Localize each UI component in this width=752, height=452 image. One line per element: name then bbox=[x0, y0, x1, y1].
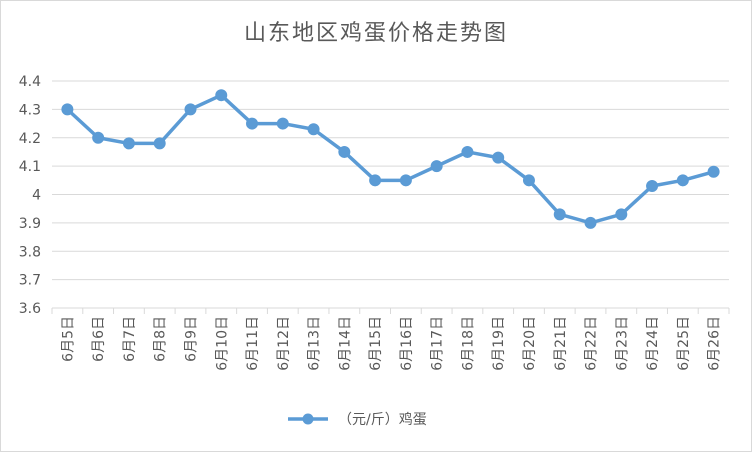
y-tick-label: 3.8 bbox=[19, 244, 41, 260]
y-tick-label: 4.2 bbox=[19, 131, 41, 147]
x-tick-label: 6月19日 bbox=[491, 316, 507, 371]
chart-title: 山东地区鸡蛋价格走势图 bbox=[243, 21, 508, 46]
data-point bbox=[369, 174, 382, 187]
x-tick-label: 6月13日 bbox=[307, 316, 323, 371]
data-point bbox=[522, 174, 535, 187]
series-line bbox=[66, 93, 715, 225]
x-tick-label: 6月12日 bbox=[276, 316, 292, 371]
x-tick-label: 6月10日 bbox=[214, 316, 230, 371]
data-point bbox=[307, 123, 320, 136]
data-point bbox=[215, 89, 228, 102]
data-point bbox=[184, 103, 197, 116]
x-tick-label: 6月15日 bbox=[368, 316, 384, 371]
y-tick-label: 4.3 bbox=[19, 102, 41, 118]
x-tick-label: 6月8日 bbox=[153, 316, 169, 362]
x-tick-label: 6月11日 bbox=[245, 316, 261, 371]
y-tick-label: 3.7 bbox=[19, 273, 41, 289]
x-tick-label: 6月18日 bbox=[460, 316, 476, 371]
legend-series-label: （元/斤）鸡蛋 bbox=[338, 412, 427, 428]
data-point bbox=[153, 137, 166, 150]
x-tick-label: 6月17日 bbox=[430, 316, 446, 371]
y-tick-label: 4.1 bbox=[19, 159, 41, 175]
data-point bbox=[246, 117, 259, 130]
data-point bbox=[553, 208, 566, 221]
data-point bbox=[584, 216, 597, 229]
data-point bbox=[676, 174, 689, 187]
x-tick-label: 6月25日 bbox=[676, 316, 692, 371]
data-point bbox=[461, 145, 474, 158]
y-tick-label: 3.6 bbox=[19, 301, 41, 317]
data-point bbox=[276, 117, 289, 130]
y-tick-label: 4.4 bbox=[19, 74, 41, 90]
x-tick-label: 6月9日 bbox=[183, 316, 199, 362]
x-tick-label: 6月16日 bbox=[399, 316, 415, 371]
x-tick-label: 6月22日 bbox=[584, 316, 600, 371]
data-point bbox=[399, 174, 412, 187]
data-point bbox=[707, 165, 720, 178]
legend-line-marker-icon bbox=[288, 413, 328, 425]
data-point bbox=[492, 151, 505, 164]
data-point bbox=[61, 103, 74, 116]
data-point bbox=[646, 179, 659, 192]
data-point bbox=[92, 131, 105, 144]
x-tick-label: 6月5日 bbox=[60, 316, 76, 362]
x-tick-label: 6月24日 bbox=[645, 316, 661, 371]
x-tick-label: 6月20日 bbox=[522, 316, 538, 371]
data-point bbox=[430, 160, 443, 173]
x-tick-label: 6月26日 bbox=[707, 316, 723, 371]
data-point bbox=[338, 145, 351, 158]
legend-marker bbox=[302, 413, 314, 425]
data-point bbox=[615, 208, 628, 221]
x-tick-label: 6月7日 bbox=[122, 316, 138, 362]
x-tick-label: 6月21日 bbox=[553, 316, 569, 371]
x-tick-label: 6月23日 bbox=[614, 316, 630, 371]
y-tick-label: 3.9 bbox=[19, 216, 41, 232]
x-tick-label: 6月6日 bbox=[91, 316, 107, 362]
data-point bbox=[122, 137, 135, 150]
x-tick-label: 6月14日 bbox=[337, 316, 353, 371]
y-tick-label: 4 bbox=[32, 188, 41, 204]
legend: （元/斤）鸡蛋 bbox=[286, 409, 427, 429]
